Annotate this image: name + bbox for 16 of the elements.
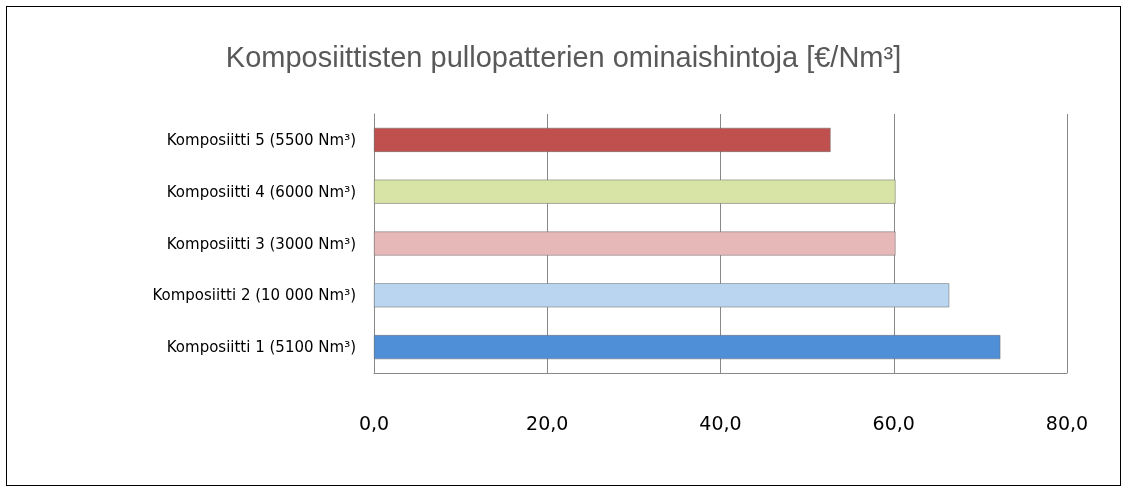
bar <box>374 231 896 256</box>
x-tick-label: 60,0 <box>872 411 915 434</box>
y-tick-label: Komposiitti 2 (10 000 Nm³) <box>152 286 356 305</box>
chart-title: Komposiittisten pullopatterien ominaishintoja [€/Nm³] <box>225 40 902 73</box>
x-tick-label: 20,0 <box>526 411 569 434</box>
bar <box>374 179 896 204</box>
bar <box>374 127 831 152</box>
y-tick-label: Komposiitti 4 (6000 Nm³) <box>166 182 356 201</box>
bar <box>374 335 1001 360</box>
y-tick-label: Komposiitti 3 (3000 Nm³) <box>166 234 356 253</box>
bar <box>374 283 950 308</box>
x-tick-label: 0,0 <box>358 411 390 434</box>
y-tick-label: Komposiitti 1 (5100 Nm³) <box>166 338 356 357</box>
y-tick-label: Komposiitti 5 (5500 Nm³) <box>166 130 356 149</box>
x-tick-label: 80,0 <box>1045 411 1089 434</box>
x-tick-label: 40,0 <box>699 411 742 434</box>
